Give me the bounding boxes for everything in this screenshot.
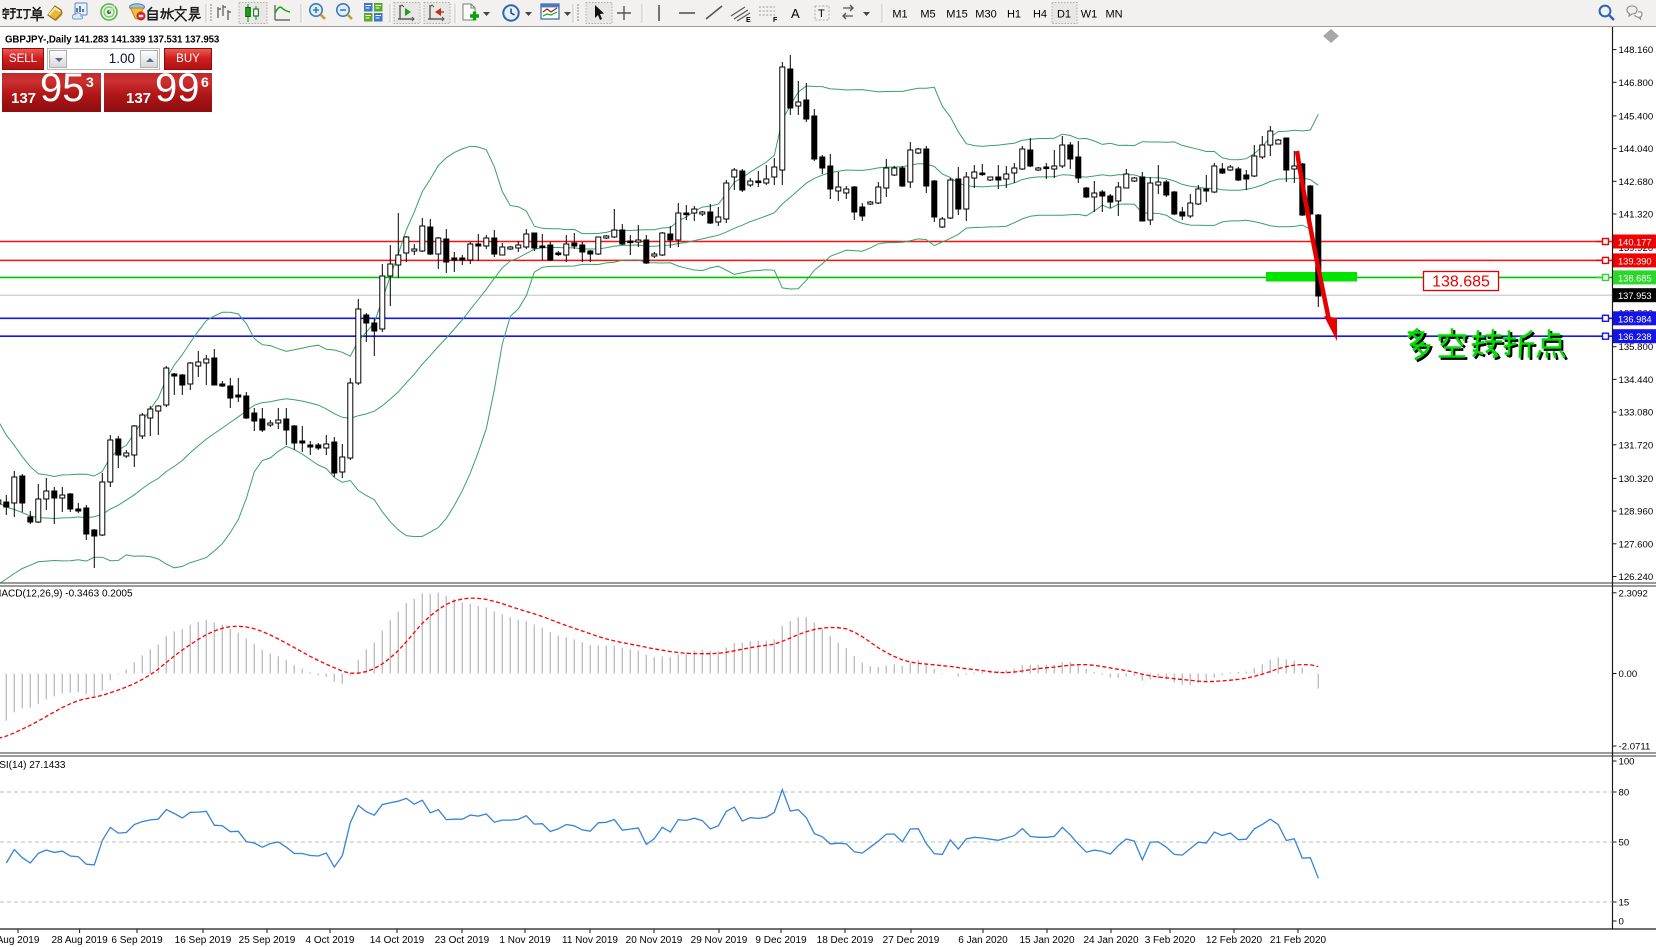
svg-text:0: 0 (1619, 917, 1624, 928)
svg-text:6 Jan 2020: 6 Jan 2020 (958, 935, 1008, 946)
svg-text:1 Nov 2019: 1 Nov 2019 (499, 935, 551, 946)
svg-text:28 Aug 2019: 28 Aug 2019 (52, 935, 109, 946)
svg-text:4 Oct 2019: 4 Oct 2019 (306, 935, 355, 946)
svg-text:14 Oct 2019: 14 Oct 2019 (370, 935, 425, 946)
svg-text:136.984: 136.984 (1618, 314, 1652, 324)
svg-text:148.160: 148.160 (1619, 45, 1654, 56)
svg-text:134.440: 134.440 (1619, 375, 1654, 386)
svg-text:141.320: 141.320 (1619, 210, 1654, 221)
svg-text:145.400: 145.400 (1619, 111, 1654, 122)
svg-text:GBPJPY-,Daily 141.283 141.339: GBPJPY-,Daily 141.283 141.339 137.531 13… (5, 35, 220, 46)
svg-text:140.177: 140.177 (1618, 238, 1652, 248)
svg-text:25 Sep 2019: 25 Sep 2019 (239, 935, 296, 946)
svg-text:137.953: 137.953 (1618, 291, 1652, 301)
svg-text:136.238: 136.238 (1618, 332, 1652, 342)
svg-text:MN: MN (1105, 9, 1122, 21)
svg-text:138.685: 138.685 (1618, 273, 1652, 283)
svg-text:127.600: 127.600 (1619, 539, 1654, 550)
svg-text:16 Sep 2019: 16 Sep 2019 (175, 935, 232, 946)
svg-text:Aug 2019: Aug 2019 (0, 935, 40, 946)
svg-text:21 Feb 2020: 21 Feb 2020 (1270, 935, 1327, 946)
svg-text:50: 50 (1619, 838, 1630, 849)
svg-text:126.240: 126.240 (1619, 572, 1654, 583)
svg-text:-2.0711: -2.0711 (1619, 742, 1651, 753)
svg-text:M30: M30 (975, 9, 996, 21)
svg-text:146.800: 146.800 (1619, 78, 1654, 89)
svg-text:18 Dec 2019: 18 Dec 2019 (817, 935, 874, 946)
svg-text:RSI(14) 27.1433: RSI(14) 27.1433 (0, 760, 66, 771)
svg-text:E: E (746, 17, 751, 24)
svg-text:H1: H1 (1007, 9, 1021, 21)
svg-text:130.320: 130.320 (1619, 474, 1654, 485)
svg-text:M15: M15 (946, 9, 967, 21)
svg-text:M1: M1 (892, 9, 907, 21)
svg-text:15 Jan 2020: 15 Jan 2020 (1019, 935, 1074, 946)
svg-text:A: A (791, 6, 800, 21)
svg-text:F: F (773, 17, 778, 24)
svg-text:20 Nov 2019: 20 Nov 2019 (626, 935, 683, 946)
svg-text:138.685: 138.685 (1432, 274, 1490, 291)
svg-text:80: 80 (1619, 788, 1630, 799)
svg-text:23 Oct 2019: 23 Oct 2019 (435, 935, 490, 946)
svg-text:139.390: 139.390 (1618, 256, 1652, 266)
svg-text:2.3092: 2.3092 (1619, 588, 1648, 599)
svg-text:135.800: 135.800 (1619, 342, 1654, 353)
svg-text:142.680: 142.680 (1619, 177, 1654, 188)
svg-text:H4: H4 (1033, 9, 1047, 21)
svg-text:0.00: 0.00 (1619, 669, 1638, 680)
svg-text:139.920: 139.920 (1619, 243, 1654, 254)
svg-text:9 Dec 2019: 9 Dec 2019 (755, 935, 807, 946)
svg-text:M5: M5 (920, 9, 935, 21)
svg-text:15: 15 (1619, 898, 1630, 909)
svg-text:100: 100 (1619, 757, 1635, 768)
svg-text:T: T (818, 8, 825, 20)
svg-text:24 Jan 2020: 24 Jan 2020 (1083, 935, 1138, 946)
svg-text:11 Nov 2019: 11 Nov 2019 (562, 935, 618, 946)
svg-text:133.080: 133.080 (1619, 408, 1654, 419)
svg-text:128.960: 128.960 (1619, 507, 1654, 518)
svg-text:12 Feb 2020: 12 Feb 2020 (1206, 935, 1263, 946)
svg-text:W1: W1 (1081, 9, 1098, 21)
svg-text:D1: D1 (1057, 9, 1071, 21)
svg-text:131.720: 131.720 (1619, 440, 1654, 451)
svg-text:144.040: 144.040 (1619, 144, 1654, 155)
svg-text:MACD(12,26,9) -0.3463 0.2005: MACD(12,26,9) -0.3463 0.2005 (0, 589, 133, 600)
svg-text:3 Feb 2020: 3 Feb 2020 (1145, 935, 1196, 946)
svg-text:27 Dec 2019: 27 Dec 2019 (883, 935, 940, 946)
svg-text:6 Sep 2019: 6 Sep 2019 (111, 935, 163, 946)
svg-text:29 Nov 2019: 29 Nov 2019 (691, 935, 748, 946)
